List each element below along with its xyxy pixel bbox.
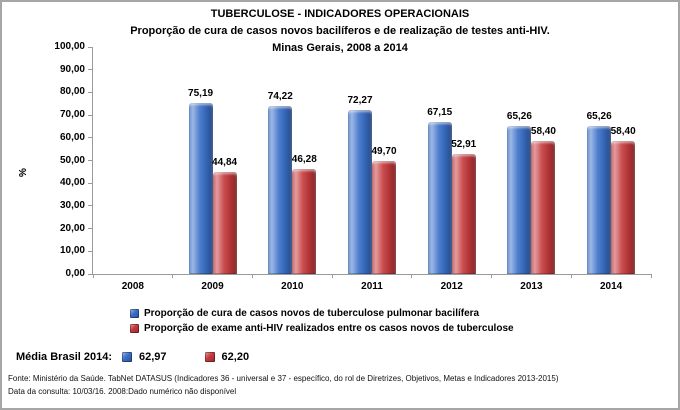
- legend-label-hiv: Proporção de exame anti-HIV realizados e…: [144, 323, 514, 334]
- bar-value-label: 46,28: [291, 153, 317, 165]
- x-tick-mark: [172, 274, 174, 278]
- legend: Proporção de cura de casos novos de tube…: [130, 306, 514, 336]
- bar-value-label: 52,91: [451, 138, 477, 150]
- y-tick-label: 90,00: [59, 63, 85, 75]
- y-tick-label: 0,00: [65, 268, 85, 279]
- y-tick-mark: [88, 46, 92, 48]
- bar-hiv-2012: [451, 153, 476, 274]
- y-tick-label: 60,00: [59, 131, 85, 143]
- x-tick-mark: [411, 274, 413, 278]
- x-tick-mark: [491, 274, 493, 278]
- y-tick-mark: [88, 182, 92, 184]
- bar-cure-2011: [348, 109, 372, 274]
- bar-value-label: 74,22: [267, 90, 293, 102]
- footer-source: Fonte: Ministério da Saúde. TabNet DATAS…: [8, 374, 559, 383]
- y-tick-mark: [88, 228, 92, 230]
- bar-value-label: 44,84: [212, 157, 238, 169]
- chart-title: TUBERCULOSE - INDICADORES OPERACIONAIS: [210, 8, 470, 20]
- media-brasil-cure-value: 62,97: [139, 351, 167, 363]
- chart-subtitle-region: Minas Gerais, 2008 a 2014: [272, 42, 408, 54]
- chart-subtitle: Proporção de cura de casos novos bacilíf…: [130, 25, 550, 37]
- y-tick-label: 40,00: [59, 177, 85, 189]
- bar-value-label: 65,26: [586, 110, 612, 122]
- footer-consult-date: Data da consulta: 10/03/16. 2008:Dado nu…: [8, 387, 237, 396]
- bar-hiv-2013: [531, 141, 556, 274]
- legend-swatch-hiv-icon: [130, 324, 139, 333]
- bar-value-label: 65,26: [506, 110, 532, 122]
- x-tick-mark: [331, 274, 333, 278]
- media-brasil-hiv-value: 62,20: [221, 351, 250, 363]
- bar-hiv-2010: [292, 168, 317, 274]
- legend-label-cure: Proporção de cura de casos novos de tube…: [144, 308, 480, 319]
- y-tick-label: 50,00: [59, 154, 85, 166]
- bar-hiv-2014: [611, 141, 636, 274]
- y-tick-mark: [88, 114, 92, 116]
- bar-value-label: 58,40: [530, 126, 556, 138]
- category-label: 2011: [361, 281, 383, 292]
- x-tick-mark: [251, 274, 253, 278]
- y-tick-mark: [88, 91, 92, 93]
- media-brasil-swatch-cure-icon: [122, 352, 132, 362]
- y-tick-mark: [88, 69, 92, 71]
- bar-value-label: 72,27: [347, 94, 373, 106]
- x-tick-mark: [92, 274, 94, 278]
- y-tick-label: 10,00: [59, 245, 85, 257]
- bar-cure-2009: [188, 103, 213, 274]
- y-tick-label: 100,00: [54, 41, 85, 52]
- category-label: 2010: [281, 281, 304, 292]
- bar-value-label: 58,40: [610, 126, 636, 138]
- bar-cure-2010: [268, 105, 293, 274]
- y-axis-title: %: [17, 168, 29, 177]
- y-tick-mark: [88, 205, 92, 207]
- y-tick-label: 80,00: [59, 86, 85, 98]
- y-tick-label: 70,00: [59, 109, 85, 121]
- category-label: 2013: [520, 281, 543, 292]
- bar-cure-2013: [507, 125, 532, 274]
- category-label: 2014: [600, 281, 623, 292]
- legend-item-cure: Proporção de cura de casos novos de tube…: [130, 306, 514, 321]
- category-label: 2012: [440, 281, 463, 292]
- bar-hiv-2011: [372, 161, 396, 274]
- y-tick-mark: [88, 250, 92, 252]
- bar-value-label: 67,15: [427, 106, 453, 118]
- bar-value-label: 75,19: [188, 88, 214, 100]
- plot-area: 0,00 10,00 20,00 30,00 40,00 50,00 60,00 70,00 8…: [54, 41, 652, 292]
- bar-value-label: 49,70: [371, 146, 397, 158]
- category-label: 2009: [201, 281, 224, 292]
- y-tick-mark: [88, 273, 92, 275]
- footer: Fonte: Ministério da Saúde. TabNet DATAS…: [8, 372, 559, 398]
- y-tick-label: 30,00: [59, 199, 85, 211]
- legend-swatch-cure-icon: [130, 309, 139, 318]
- bar-hiv-2009: [212, 172, 237, 274]
- x-tick-mark: [650, 274, 652, 278]
- x-tick-mark: [570, 274, 572, 278]
- media-brasil-swatch-hiv-icon: [204, 352, 215, 362]
- bar-cure-2014: [587, 125, 612, 274]
- y-tick-label: 20,00: [59, 222, 85, 234]
- media-brasil-row: Média Brasil 2014: 62,97 62,20: [16, 349, 249, 365]
- legend-item-hiv: Proporção de exame anti-HIV realizados e…: [130, 321, 514, 336]
- chart-title-block: TUBERCULOSE - INDICADORES OPERACIONAIS P…: [2, 6, 678, 57]
- y-tick-mark: [88, 137, 92, 139]
- bar-cure-2012: [427, 121, 452, 274]
- y-tick-mark: [88, 160, 92, 161]
- category-label: 2008: [121, 281, 144, 292]
- media-brasil-label: Média Brasil 2014:: [16, 351, 112, 363]
